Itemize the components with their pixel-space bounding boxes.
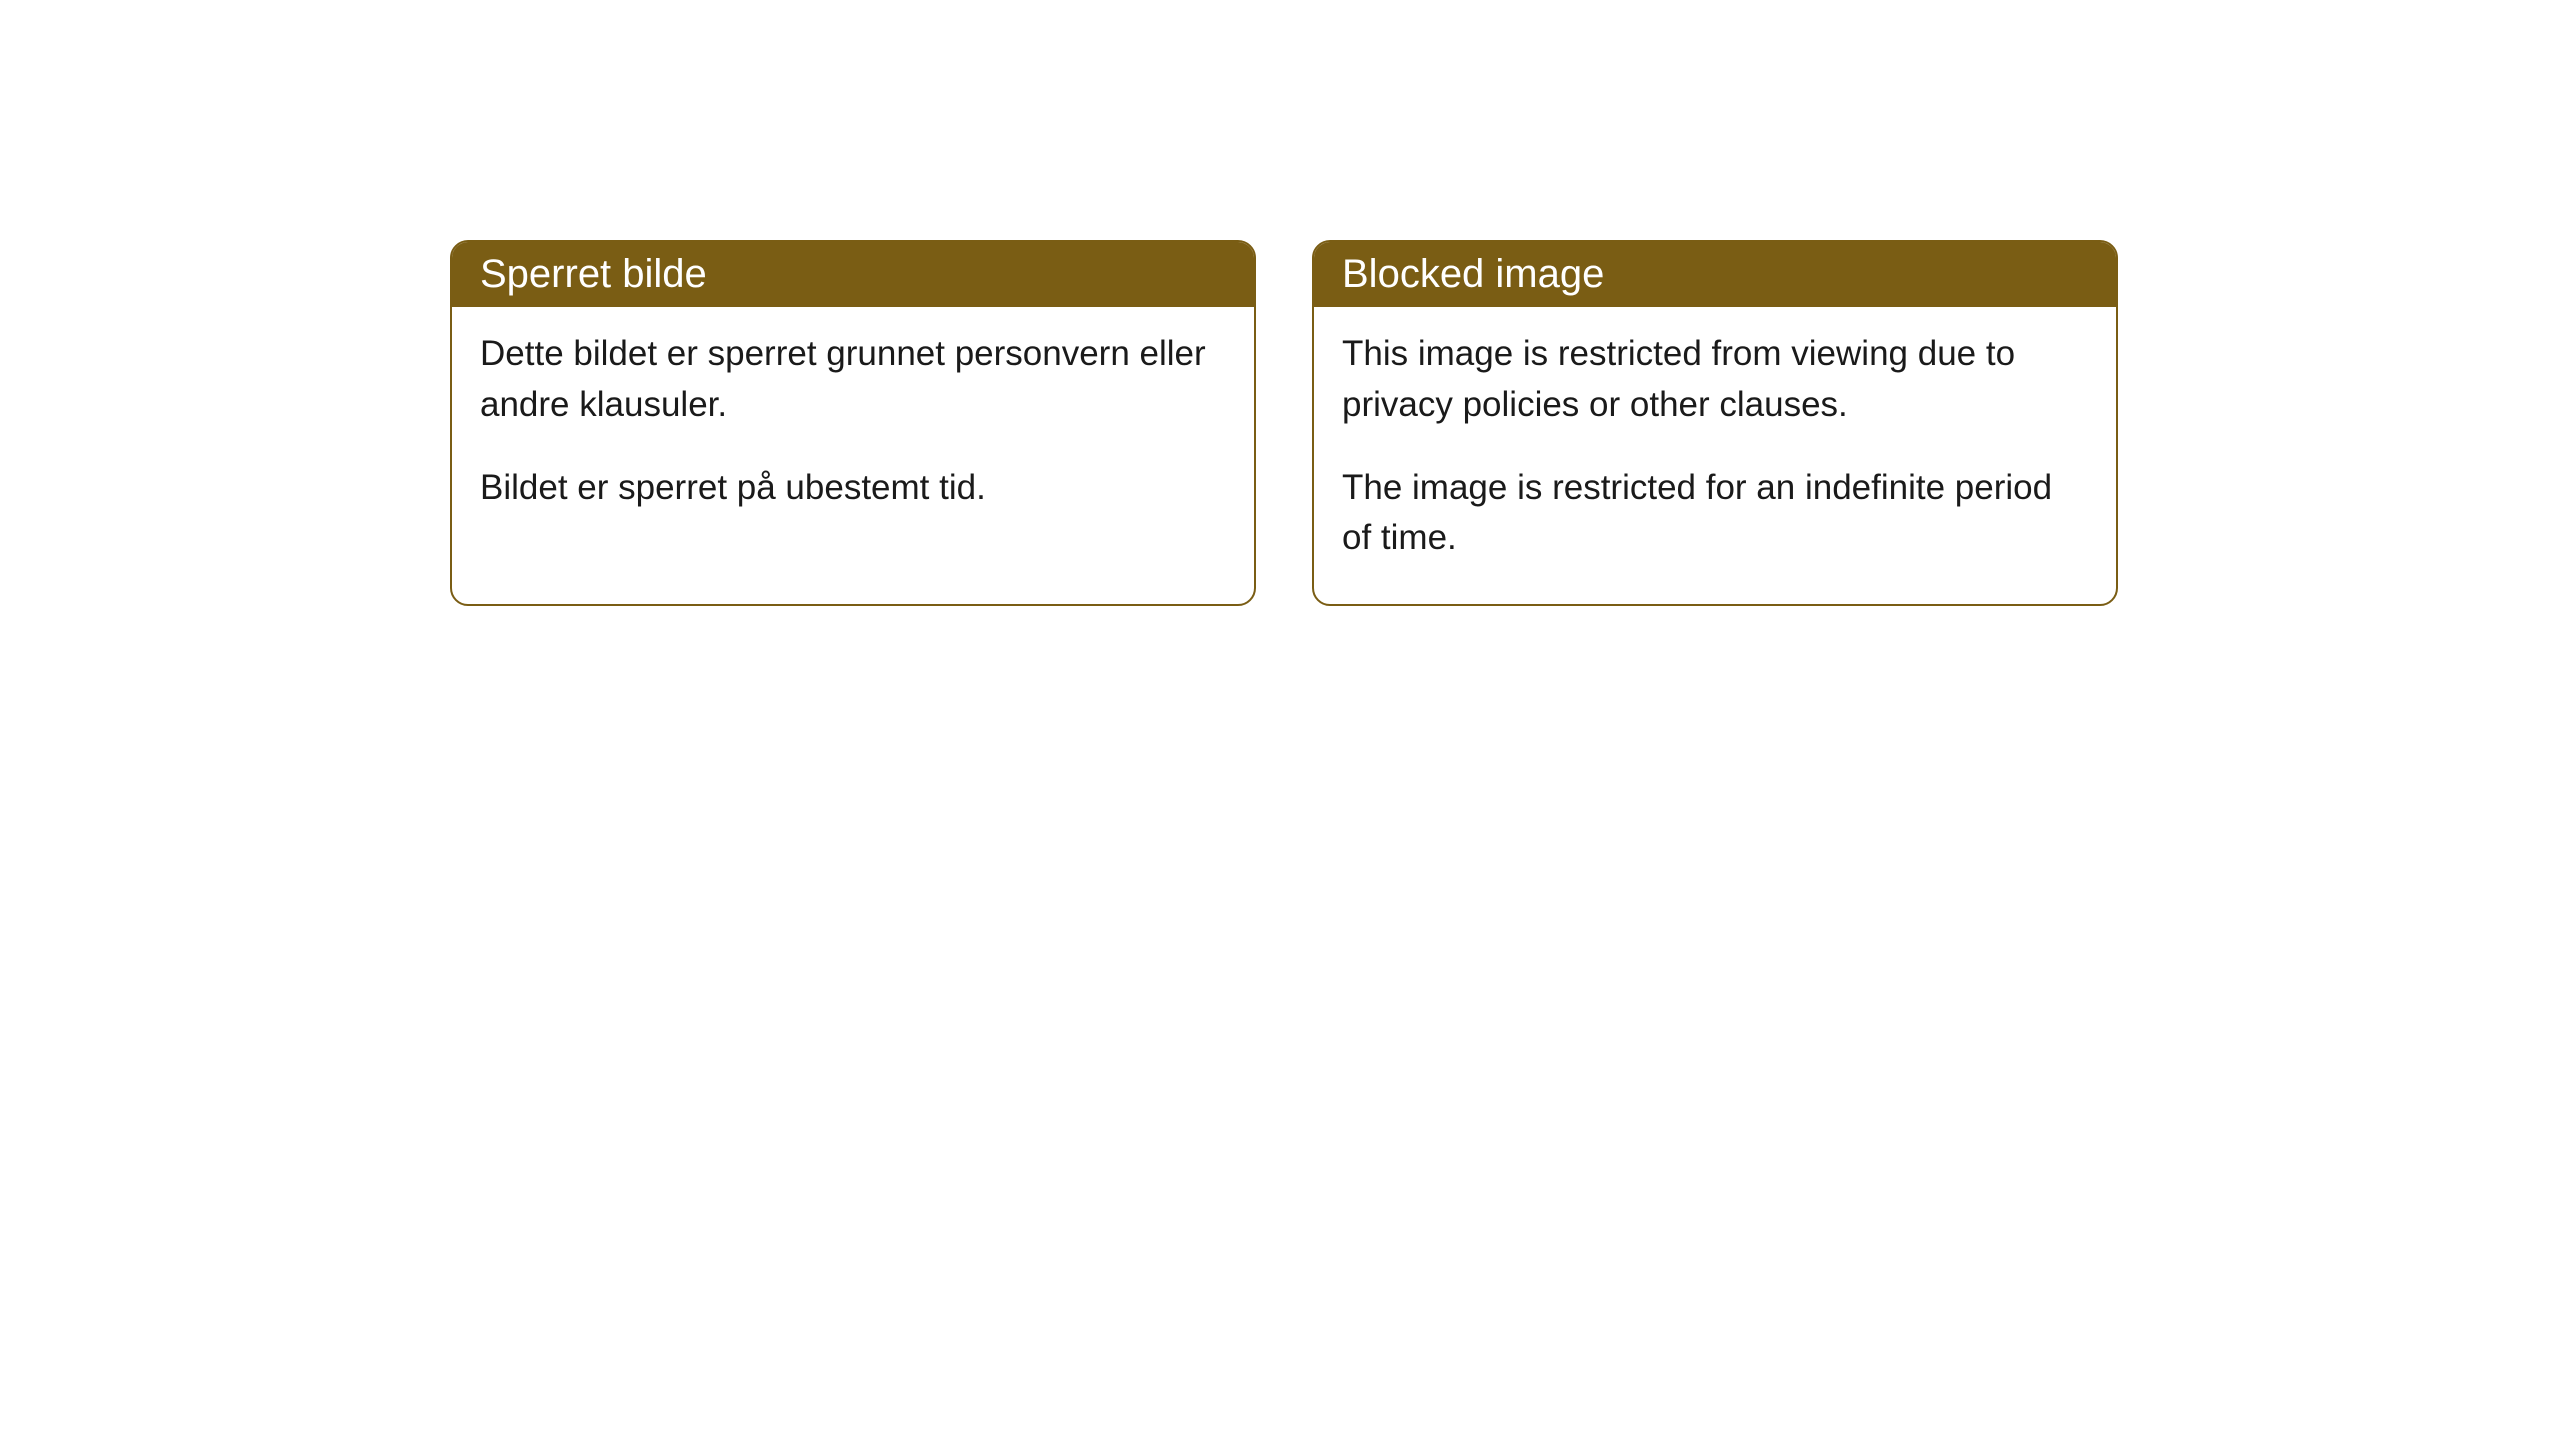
card-body: This image is restricted from viewing du… <box>1314 307 2116 604</box>
blocked-image-card-norwegian: Sperret bilde Dette bildet er sperret gr… <box>450 240 1256 606</box>
card-title: Sperret bilde <box>480 252 707 296</box>
card-paragraph: Dette bildet er sperret grunnet personve… <box>480 329 1226 431</box>
card-header: Blocked image <box>1314 242 2116 307</box>
card-paragraph: This image is restricted from viewing du… <box>1342 329 2088 431</box>
card-title: Blocked image <box>1342 252 1604 296</box>
card-paragraph: The image is restricted for an indefinit… <box>1342 463 2088 565</box>
card-header: Sperret bilde <box>452 242 1254 307</box>
blocked-image-card-english: Blocked image This image is restricted f… <box>1312 240 2118 606</box>
card-body: Dette bildet er sperret grunnet personve… <box>452 307 1254 553</box>
cards-container: Sperret bilde Dette bildet er sperret gr… <box>450 240 2118 606</box>
card-paragraph: Bildet er sperret på ubestemt tid. <box>480 463 1226 514</box>
